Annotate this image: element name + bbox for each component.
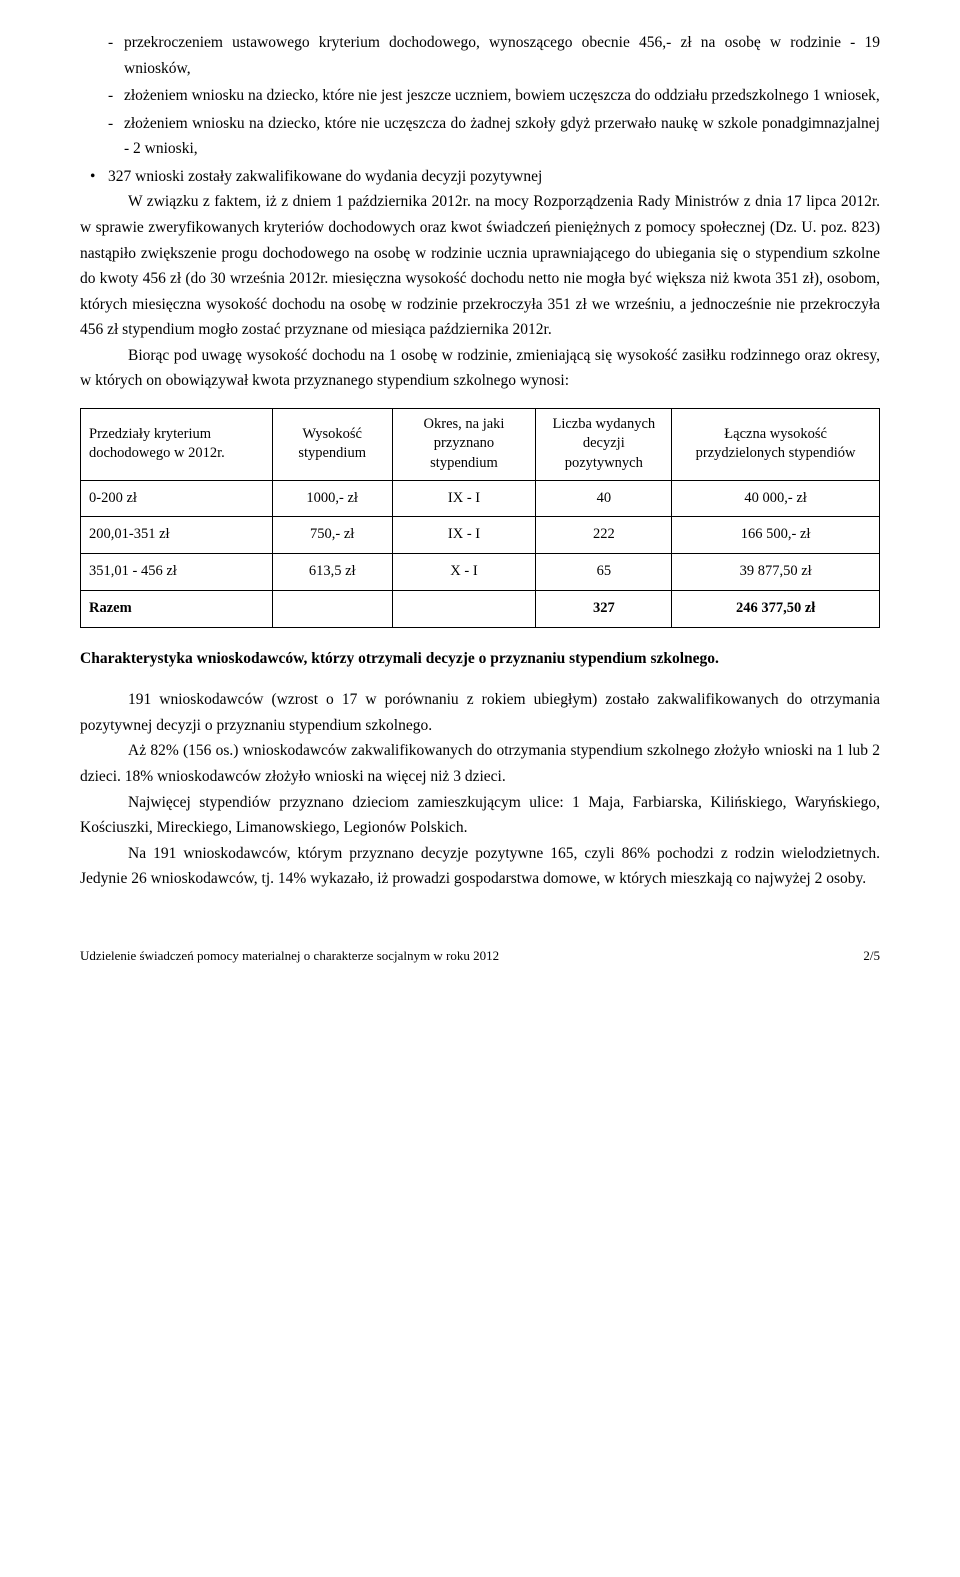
cell: Razem xyxy=(81,591,273,628)
cell: 0-200 zł xyxy=(81,480,273,517)
th-count: Liczba wydanych decyzji pozytywnych xyxy=(536,408,672,480)
page-footer: Udzielenie świadczeń pomocy materialnej … xyxy=(0,948,960,984)
cell: 327 xyxy=(536,591,672,628)
cell: 613,5 zł xyxy=(272,554,392,591)
cell xyxy=(392,591,536,628)
paragraph: Aż 82% (156 os.) wnioskodawców zakwalifi… xyxy=(80,738,880,789)
cell: 166 500,- zł xyxy=(672,517,880,554)
bullet-item: 327 wnioski zostały zakwalifikowane do w… xyxy=(80,164,880,190)
cell: 222 xyxy=(536,517,672,554)
cell xyxy=(272,591,392,628)
table-row: 200,01-351 zł 750,- zł IX - I 222 166 50… xyxy=(81,517,880,554)
document-page: przekroczeniem ustawowego kryterium doch… xyxy=(0,0,960,922)
footer-page-number: 2/5 xyxy=(863,948,880,964)
cell: IX - I xyxy=(392,480,536,517)
cell: 750,- zł xyxy=(272,517,392,554)
cell: 65 xyxy=(536,554,672,591)
th-amount: Wysokość stypendium xyxy=(272,408,392,480)
th-total: Łączna wysokość przydzielonych stypendió… xyxy=(672,408,880,480)
bullet-item: złożeniem wniosku na dziecko, które nie … xyxy=(80,83,880,109)
section-heading: Charakterystyka wnioskodawców, którzy ot… xyxy=(80,646,880,672)
table-row-total: Razem 327 246 377,50 zł xyxy=(81,591,880,628)
bullet-item: złożeniem wniosku na dziecko, które nie … xyxy=(80,111,880,162)
paragraph: W związku z faktem, iż z dniem 1 paździe… xyxy=(80,189,880,342)
cell: 39 877,50 zł xyxy=(672,554,880,591)
cell: 40 000,- zł xyxy=(672,480,880,517)
table-row: 0-200 zł 1000,- zł IX - I 40 40 000,- zł xyxy=(81,480,880,517)
footer-title: Udzielenie świadczeń pomocy materialnej … xyxy=(80,948,499,964)
cell: X - I xyxy=(392,554,536,591)
paragraph: Biorąc pod uwagę wysokość dochodu na 1 o… xyxy=(80,343,880,394)
cell: IX - I xyxy=(392,517,536,554)
cell: 1000,- zł xyxy=(272,480,392,517)
cell: 40 xyxy=(536,480,672,517)
paragraph: Na 191 wnioskodawców, którym przyznano d… xyxy=(80,841,880,892)
cell: 351,01 - 456 zł xyxy=(81,554,273,591)
bullet-item: przekroczeniem ustawowego kryterium doch… xyxy=(80,30,880,81)
table-header-row: Przedziały kryterium dochodowego w 2012r… xyxy=(81,408,880,480)
table-row: 351,01 - 456 zł 613,5 zł X - I 65 39 877… xyxy=(81,554,880,591)
cell: 200,01-351 zł xyxy=(81,517,273,554)
paragraph: 191 wnioskodawców (wzrost o 17 w porówna… xyxy=(80,687,880,738)
paragraph: Najwięcej stypendiów przyznano dzieciom … xyxy=(80,790,880,841)
stipend-table: Przedziały kryterium dochodowego w 2012r… xyxy=(80,408,880,628)
th-period: Okres, na jaki przyznano stypendium xyxy=(392,408,536,480)
th-criteria: Przedziały kryterium dochodowego w 2012r… xyxy=(81,408,273,480)
cell: 246 377,50 zł xyxy=(672,591,880,628)
